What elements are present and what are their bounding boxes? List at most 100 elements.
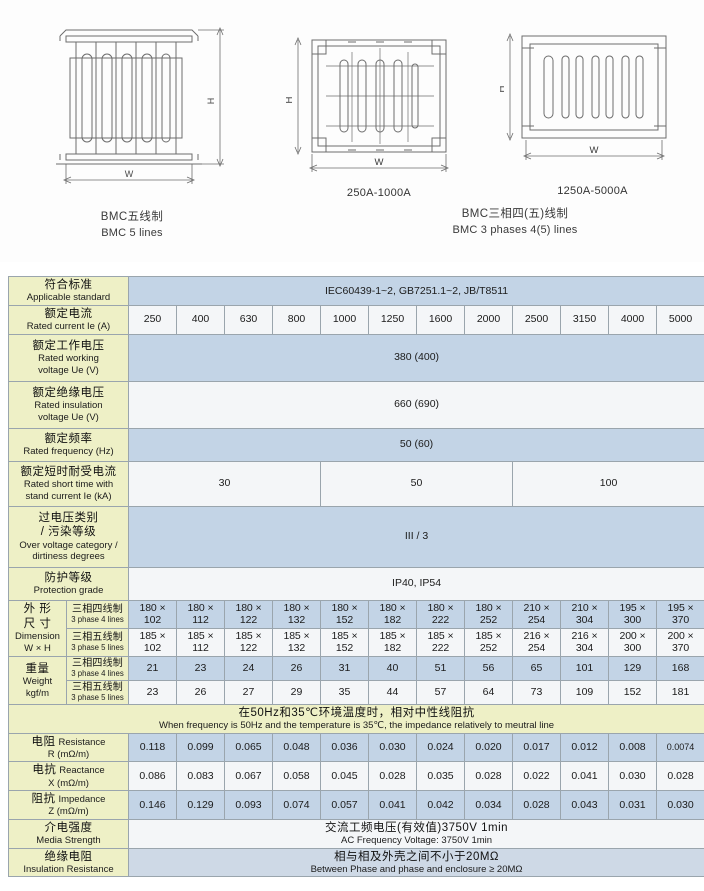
row-label-insulation-resistance: 绝缘电阻 Insulation Resistance: [8, 847, 129, 878]
cell-weight-5lines: 29: [272, 679, 321, 705]
cell-dimension-5lines: 200 × 300: [608, 627, 657, 657]
row-sublabel-4lines: 三相四线制 3 phase 4 lines: [66, 655, 129, 681]
label-cn: 额定电流: [44, 307, 93, 320]
cell-dimension-5lines: 185 × 222: [416, 627, 465, 657]
cell-dimension-4lines: 210 × 254: [512, 599, 561, 629]
cell-resistance: 0.017: [512, 732, 561, 763]
cell-weight-4lines: 24: [224, 655, 273, 681]
cell-rated-current: 2000: [464, 304, 513, 335]
cell-reactance: 0.030: [608, 761, 657, 792]
value-insulation-resistance: 相与相及外壳之间不小于20MΩ Between Phase and phase …: [127, 847, 704, 878]
cell-weight-5lines: 57: [416, 679, 465, 705]
cell-resistance: 0.020: [464, 732, 513, 763]
label-cn: 阻抗: [31, 793, 56, 806]
figure-bmc-5-lines: H W BMC五线制 BMC 5 lines: [42, 14, 272, 239]
label-en-1: Rated short time with: [23, 479, 114, 491]
value-en: Between Phase and phase and enclosure ≥ …: [310, 864, 523, 876]
label-en: Rated current Ie (A): [26, 321, 111, 333]
cell-impedance: 0.028: [512, 790, 561, 820]
label-en: Rated frequency (Hz): [23, 446, 114, 458]
cell-dimension-5lines: 216 × 254: [512, 627, 561, 657]
figure-group-caption: BMC三相四(五)线制 BMC 3 phases 4(5) lines: [400, 207, 630, 237]
label-en-1: Dimension: [15, 631, 60, 643]
value-en: AC Frequency Voltage: 3750V 1min: [341, 835, 493, 847]
label-en-2: dirtiness degrees: [32, 550, 105, 562]
cell-impedance: 0.074: [272, 790, 321, 820]
cell-resistance: 0.065: [224, 732, 273, 763]
table-row-insulation-resistance: 绝缘电阻 Insulation Resistance 相与相及外壳之间不小于20…: [8, 847, 704, 878]
label-en: Applicable standard: [26, 292, 111, 304]
cell-dimension-5lines: 200 × 370: [655, 627, 704, 657]
table-row-reactance: 电抗 Reactance X (mΩ/m) 0.086 0.083 0.067 …: [8, 761, 704, 792]
label-cn-2: / 污染等级: [40, 526, 97, 539]
cell-weight-5lines: 23: [128, 679, 177, 705]
cell-dimension-5lines: 185 × 252: [464, 627, 513, 657]
label-en-2: kgf/m: [25, 687, 50, 699]
table-row-weight-4lines: 重量 Weight kgf/m 三相四线制 3 phase 4 lines 21…: [8, 655, 704, 705]
cell-rated-current: 630: [224, 304, 273, 335]
cell-dimension-5lines: 216 × 304: [560, 627, 609, 657]
cell-weight-4lines: 26: [272, 655, 321, 681]
cell-reactance: 0.086: [128, 761, 177, 792]
row-label-insulation-voltage: 额定绝缘电压 Rated insulation voltage Ue (V): [8, 380, 129, 429]
cell-weight-4lines: 168: [655, 655, 704, 681]
value-insulation-voltage: 660 (690): [127, 380, 704, 429]
row-label-reactance: 电抗 Reactance X (mΩ/m): [8, 761, 129, 792]
cell-resistance: 0.012: [560, 732, 609, 763]
cell-weight-5lines: 27: [224, 679, 273, 705]
label-en-1: Over voltage category /: [19, 539, 118, 551]
cell-resistance: 0.048: [272, 732, 321, 763]
cell-rated-current: 4000: [608, 304, 657, 335]
impedance-note: 在50Hz和35℃环境温度时，相对中性线阻抗 When frequency is…: [7, 703, 704, 734]
label-en-1: Rated working: [38, 353, 99, 365]
sublabel-cn: 三相四线制: [72, 603, 123, 615]
label-cn: 额定绝缘电压: [32, 386, 105, 399]
table-row-dimension-4lines: 外 形 尺 寸 Dimension W × H 三相四线制 3 phase 4 …: [8, 599, 704, 657]
table-row-standard: 符合标准 Applicable standard IEC60439-1~2, G…: [8, 276, 704, 306]
sublabel-cn: 三相四线制: [72, 657, 123, 669]
label-unit: Z (mΩ/m): [48, 806, 89, 818]
label-en: Insulation Resistance: [23, 864, 114, 876]
row-label-rated-current: 额定电流 Rated current Ie (A): [8, 304, 129, 335]
table-row-insulation-voltage: 额定绝缘电压 Rated insulation voltage Ue (V) 6…: [8, 380, 704, 429]
table-row-media-strength: 介电强度 Media Strength 交流工频电压(有效值)3750V 1mi…: [8, 818, 704, 849]
row-label-standard: 符合标准 Applicable standard: [8, 276, 129, 306]
label-cn: 额定短时耐受电流: [20, 465, 117, 478]
value-frequency: 50 (60): [127, 427, 704, 462]
cell-short-time-current: 50: [320, 460, 513, 507]
cell-reactance: 0.028: [464, 761, 513, 792]
cell-impedance: 0.042: [416, 790, 465, 820]
label-en-2: W × H: [24, 642, 51, 654]
cell-rated-current: 5000: [655, 304, 704, 335]
cell-weight-4lines: 23: [176, 655, 225, 681]
label-en-2: voltage Ue (V): [38, 364, 99, 376]
table-row-overvoltage: 过电压类别 / 污染等级 Over voltage category / dir…: [8, 505, 704, 568]
label-en: Reactance: [59, 765, 105, 777]
row-label-protection: 防护等级 Protection grade: [8, 566, 129, 601]
cell-dimension-4lines: 180 × 102: [128, 599, 177, 629]
value-overvoltage: III / 3: [127, 505, 704, 568]
cell-weight-4lines: 65: [512, 655, 561, 681]
table-row-resistance: 电阻 Resistance R (mΩ/m) 0.118 0.099 0.065…: [8, 732, 704, 763]
table-row-working-voltage: 额定工作电压 Rated working voltage Ue (V) 380 …: [8, 333, 704, 382]
cell-weight-4lines: 101: [560, 655, 609, 681]
cell-short-time-current: 30: [128, 460, 321, 507]
figure-1-caption: BMC五线制 BMC 5 lines: [42, 210, 222, 240]
cell-rated-current: 400: [176, 304, 225, 335]
cell-resistance: 0.0074: [655, 732, 704, 763]
cell-dimension-5lines: 185 × 102: [128, 627, 177, 657]
cell-rated-current: 800: [272, 304, 321, 335]
figure-250a-1000a: H W 250A-1000A: [284, 18, 476, 199]
cell-weight-4lines: 51: [416, 655, 465, 681]
table-row-protection: 防护等级 Protection grade IP40, IP54: [8, 566, 704, 601]
cell-dimension-4lines: 180 × 122: [224, 599, 273, 629]
cell-rated-current: 250: [128, 304, 177, 335]
figure-1-caption-cn: BMC五线制: [100, 211, 164, 223]
label-cn-1: 过电压类别: [38, 511, 99, 524]
cell-impedance: 0.146: [128, 790, 177, 820]
cell-weight-5lines: 26: [176, 679, 225, 705]
label-en-2: voltage Ue (V): [38, 411, 99, 423]
value-protection: IP40, IP54: [127, 566, 704, 601]
cell-dimension-4lines: 180 × 152: [320, 599, 369, 629]
